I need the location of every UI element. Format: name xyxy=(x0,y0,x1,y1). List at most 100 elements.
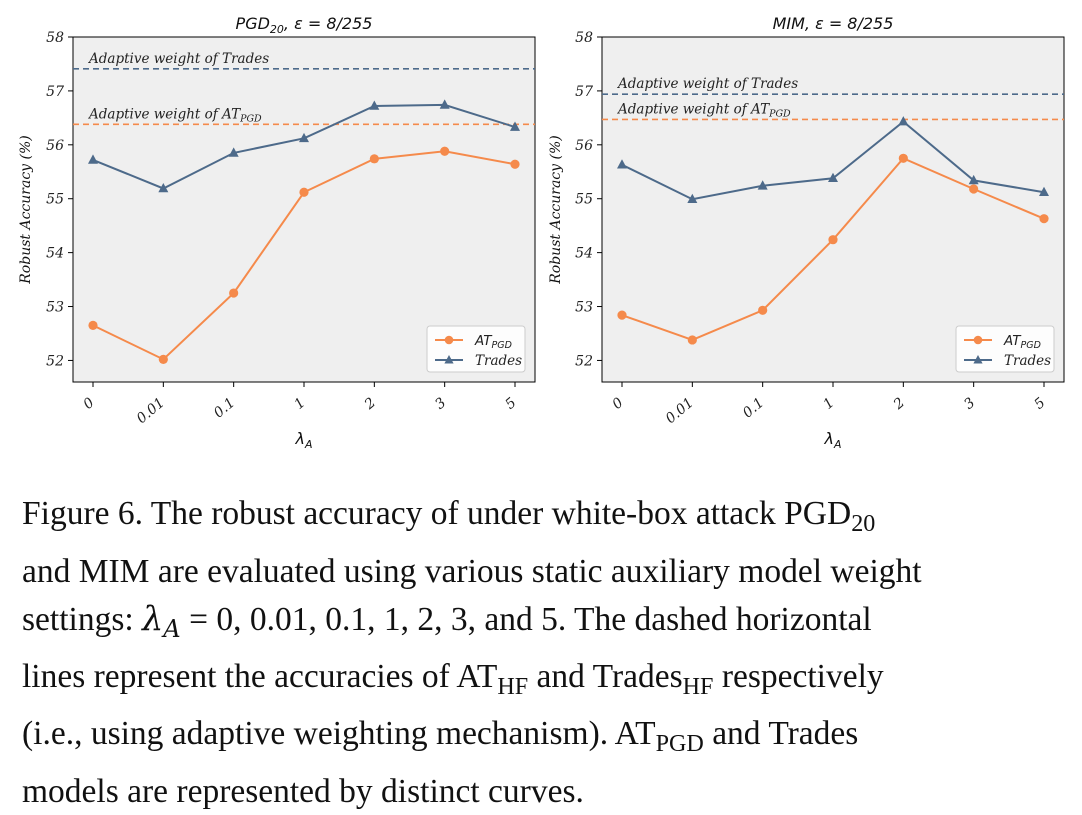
y-axis-label: Robust Accuracy (%) xyxy=(548,135,564,284)
caption-text: (i.e., using adaptive weighting mechanis… xyxy=(22,715,656,753)
y-tick-label: 54 xyxy=(46,246,64,262)
x-axis-label-subscript: A xyxy=(833,438,842,451)
chart-title-rest: , ε = 8/255 xyxy=(805,14,894,33)
reference-label-text: Adaptive weight of AT xyxy=(616,101,770,117)
y-tick-label: 54 xyxy=(575,246,593,262)
y-tick-label: 57 xyxy=(575,84,593,100)
x-tick-label: 0.1 xyxy=(211,395,238,422)
y-tick-label: 53 xyxy=(575,300,593,316)
data-point-at xyxy=(1039,214,1049,224)
caption-math-subscript: A xyxy=(163,614,181,643)
legend-marker xyxy=(444,335,454,345)
figure-caption: Figure 6. The robust accuracy of under w… xyxy=(22,490,1062,815)
caption-text: models are represented by distinct curve… xyxy=(22,773,584,810)
reference-line-label: Adaptive weight of Trades xyxy=(87,51,269,67)
x-tick-label: 5 xyxy=(1031,395,1048,413)
data-point-trades xyxy=(617,159,627,169)
x-tick-label: 5 xyxy=(502,395,519,413)
data-point-at xyxy=(369,154,379,164)
caption-line-3: settings: λA = 0, 0.01, 0.1, 1, 2, 3, an… xyxy=(22,595,1062,653)
legend-label: Trades xyxy=(475,353,522,369)
chart-title: PGD20, ε = 8/255 xyxy=(236,14,373,36)
legend-label-subscript: PGD xyxy=(1021,340,1041,351)
data-point-at xyxy=(617,310,627,320)
chart-title-subscript: 20 xyxy=(270,23,284,36)
caption-math-lambda: λ xyxy=(142,598,164,638)
x-axis-label: λA xyxy=(824,429,842,451)
y-tick-label: 53 xyxy=(46,300,64,316)
reference-label-subscript: PGD xyxy=(239,113,262,124)
data-point-at xyxy=(828,235,838,245)
y-tick-label: 57 xyxy=(46,84,64,100)
legend-label-subscript: PGD xyxy=(492,340,512,351)
data-point-trades xyxy=(757,180,768,190)
data-point-at xyxy=(229,288,239,298)
legend-label: ATPGD xyxy=(474,333,512,351)
caption-line-4: lines represent the accuracies of ATHF a… xyxy=(22,653,1062,711)
x-axis-label-subscript: A xyxy=(304,438,313,451)
data-point-trades xyxy=(828,172,838,183)
legend-marker xyxy=(444,355,454,364)
data-point-trades xyxy=(898,116,909,126)
data-point-trades xyxy=(439,99,450,109)
caption-subscript: HF xyxy=(497,673,529,700)
data-point-at xyxy=(440,146,450,156)
legend-label: ATPGD xyxy=(1003,333,1041,351)
data-point-at xyxy=(969,184,979,194)
caption-text: Figure 6. The robust accuracy of under w… xyxy=(22,495,852,532)
caption-text: and MIM are evaluated using various stat… xyxy=(22,552,922,590)
reference-line-label: Adaptive weight of ATPGD xyxy=(87,106,262,124)
legend-label-text: AT xyxy=(1003,333,1022,349)
caption-text: and Trades xyxy=(703,715,859,753)
y-tick-label: 56 xyxy=(575,138,593,154)
caption-line-6: models are represented by distinct curve… xyxy=(22,768,1062,815)
chart-panel-2: 52 53 54 55 56 57 58 0 0.01 0.1 1 2 3 5 Adaptive weigh… xyxy=(548,14,1065,451)
legend: ATPGD Trades xyxy=(955,325,1055,373)
caption-subscript: 20 xyxy=(851,510,876,537)
data-point-trades xyxy=(510,121,520,131)
caption-text: and Trades xyxy=(528,657,683,695)
reference-line-label: Adaptive weight of ATPGD xyxy=(616,101,791,119)
x-tick-label: 0 xyxy=(609,395,626,413)
x-tick-label: 2 xyxy=(361,395,379,414)
data-point-at xyxy=(158,354,168,364)
data-point-at xyxy=(687,335,697,345)
y-tick-label: 52 xyxy=(575,353,593,369)
data-point-trades xyxy=(687,193,698,204)
data-point-at xyxy=(898,153,908,163)
data-point-at xyxy=(88,320,98,330)
caption-line-1: Figure 6. The robust accuracy of under w… xyxy=(22,490,1062,548)
y-axis-label: Robust Accuracy (%) xyxy=(18,135,34,284)
reference-line-label: Adaptive weight of Trades xyxy=(616,76,798,92)
x-tick-label: 3 xyxy=(961,395,978,413)
legend-label-text: Trades xyxy=(475,353,522,369)
y-tick-label: 58 xyxy=(46,30,64,46)
data-point-trades xyxy=(369,100,380,110)
caption-text: respectively xyxy=(713,657,884,695)
y-tick-label: 52 xyxy=(46,353,64,369)
y-tick-label: 58 xyxy=(575,30,593,46)
chart-title-rest: , ε = 8/255 xyxy=(284,14,373,33)
x-tick-label: 2 xyxy=(890,395,908,414)
data-point-trades xyxy=(299,132,309,143)
data-point-at xyxy=(758,305,768,315)
reference-label-subscript: PGD xyxy=(768,108,791,119)
data-point-at xyxy=(510,159,520,169)
y-tick-label: 56 xyxy=(46,138,64,154)
chart-title-main: PGD xyxy=(236,14,270,33)
caption-text: lines represent the accuracies of AT xyxy=(22,657,498,695)
data-point-trades xyxy=(968,174,979,185)
legend-label-text: Trades xyxy=(1004,353,1051,369)
data-point-trades xyxy=(88,154,98,164)
chart-title: MIM, ε = 8/255 xyxy=(773,14,894,33)
reference-label-text: Adaptive weight of AT xyxy=(87,106,241,122)
x-axis-label: λA xyxy=(295,429,313,451)
x-tick-label: 0 xyxy=(80,395,97,413)
y-tick-label: 55 xyxy=(575,192,593,208)
x-tick-label: 3 xyxy=(432,395,449,413)
x-axis-label-text: λ xyxy=(295,429,305,448)
x-tick-label: 1 xyxy=(291,395,308,413)
caption-subscript: PGD xyxy=(655,731,704,757)
x-tick-label: 0.1 xyxy=(740,395,767,422)
